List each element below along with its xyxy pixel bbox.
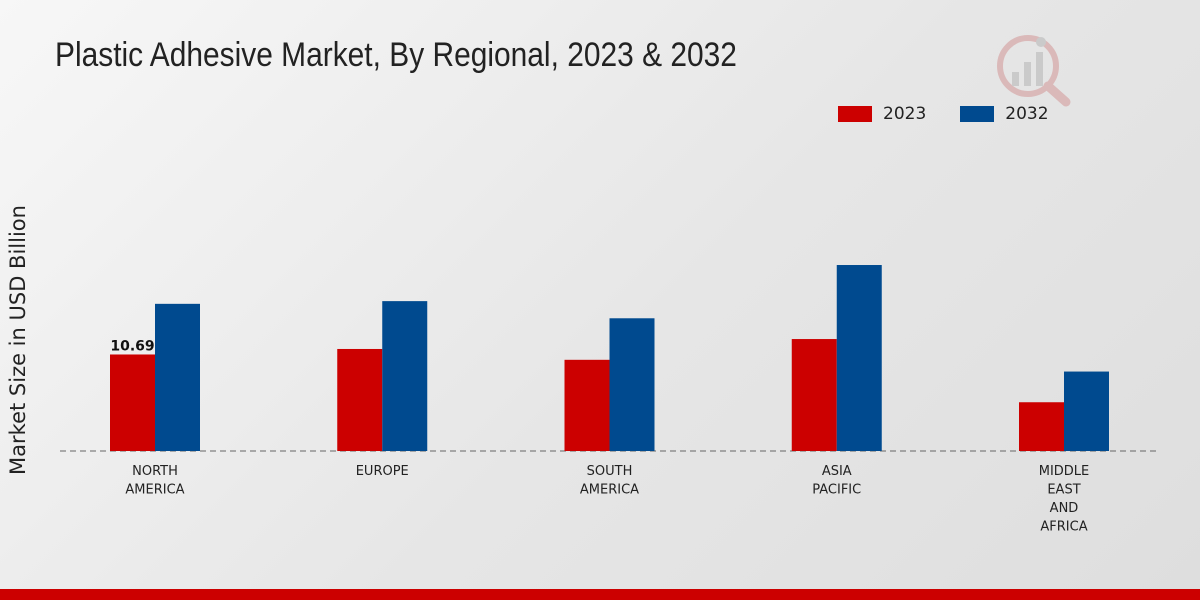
bar-2032-4 bbox=[1064, 371, 1109, 451]
legend-swatch-2023 bbox=[838, 106, 872, 122]
bar-2023-0 bbox=[110, 354, 155, 451]
footer-bar bbox=[0, 589, 1200, 600]
bar-2023-2 bbox=[564, 359, 610, 451]
bar-2032-2 bbox=[609, 318, 655, 451]
x-tick-label-3: ASIA PACIFIC bbox=[812, 464, 861, 498]
bar-2023-4 bbox=[1019, 402, 1064, 451]
legend-swatch-2032 bbox=[960, 106, 995, 122]
legend-label-2032: 2032 bbox=[1005, 104, 1049, 124]
bar-2032-1 bbox=[382, 301, 428, 451]
bar-2032-0 bbox=[155, 303, 200, 451]
x-tick-label-4: MIDDLE EAST AND AFRICA bbox=[1039, 464, 1090, 535]
bar-2023-3 bbox=[791, 339, 837, 451]
legend-item-2023: 2023 bbox=[838, 104, 926, 124]
bar-2023-1 bbox=[337, 348, 383, 451]
research-logo-icon bbox=[997, 35, 1071, 107]
chart-title: Plastic Adhesive Market, By Regional, 20… bbox=[55, 36, 737, 74]
bar-2032-3 bbox=[836, 265, 882, 451]
legend-label-2023: 2023 bbox=[883, 104, 927, 124]
x-tick-label-0: NORTH AMERICA bbox=[125, 464, 184, 498]
data-label-0: 10.69 bbox=[110, 338, 154, 354]
legend: 2023 2032 bbox=[838, 104, 1083, 124]
x-tick-label-2: SOUTH AMERICA bbox=[580, 464, 639, 498]
x-tick-label-1: EUROPE bbox=[356, 464, 409, 479]
legend-item-2032: 2032 bbox=[960, 104, 1049, 124]
